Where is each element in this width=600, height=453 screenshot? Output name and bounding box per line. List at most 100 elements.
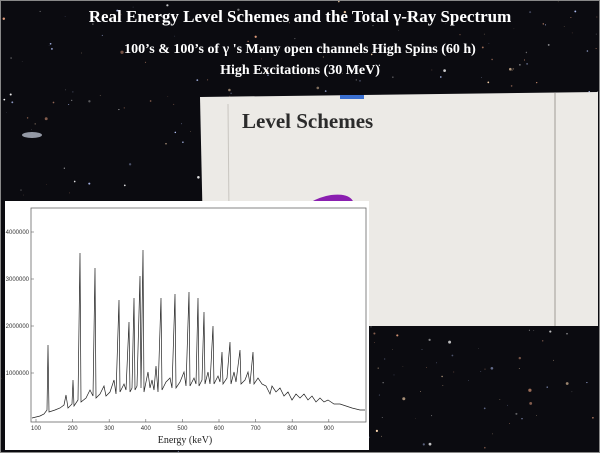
star	[196, 79, 198, 81]
star	[526, 52, 527, 53]
x-tick-label: 400	[141, 426, 152, 432]
star	[588, 92, 589, 93]
star	[519, 368, 520, 369]
star	[587, 50, 589, 52]
star	[524, 59, 525, 60]
star	[69, 193, 70, 194]
star	[436, 362, 437, 363]
star	[529, 11, 531, 13]
star	[50, 43, 52, 45]
star	[384, 358, 385, 359]
star	[440, 76, 442, 78]
star	[181, 123, 182, 124]
star	[485, 369, 486, 370]
star	[102, 35, 103, 36]
galaxy	[22, 132, 42, 138]
star	[431, 415, 432, 416]
star	[478, 348, 479, 349]
x-tick-label: 100	[31, 426, 42, 432]
star	[572, 391, 573, 392]
star	[64, 168, 65, 169]
star	[49, 45, 50, 46]
star	[549, 331, 551, 333]
star	[536, 82, 537, 83]
x-tick-label: 200	[68, 426, 79, 432]
star	[381, 436, 382, 437]
star	[547, 386, 548, 387]
star	[23, 195, 24, 196]
star	[359, 80, 360, 81]
x-tick-label: 300	[104, 426, 115, 432]
star	[491, 367, 494, 370]
star	[3, 99, 5, 101]
star	[120, 51, 123, 54]
star	[453, 372, 454, 373]
star	[371, 326, 372, 327]
star	[566, 382, 569, 385]
star	[398, 30, 399, 31]
y-tick-label: 4000000	[6, 230, 30, 236]
x-tick-label: 700	[251, 426, 262, 432]
star	[514, 28, 515, 29]
star	[442, 385, 443, 386]
star	[443, 69, 446, 72]
star	[65, 90, 66, 91]
star	[415, 418, 416, 419]
star	[491, 59, 492, 60]
star	[230, 93, 231, 94]
star	[174, 36, 175, 37]
star	[519, 64, 520, 65]
star	[422, 349, 423, 350]
x-tick-label: 500	[177, 426, 188, 432]
x-tick-label: 800	[287, 426, 298, 432]
star	[519, 357, 521, 359]
star	[150, 100, 152, 102]
star	[553, 360, 554, 361]
star	[81, 53, 82, 54]
star	[20, 190, 21, 191]
star	[228, 89, 231, 92]
star	[589, 91, 590, 92]
star	[373, 332, 375, 334]
star	[482, 46, 484, 48]
star	[396, 334, 398, 336]
star	[382, 417, 383, 418]
star	[376, 430, 378, 432]
star	[40, 11, 41, 12]
star	[165, 143, 166, 144]
star	[515, 413, 517, 415]
star	[460, 34, 461, 35]
star	[88, 183, 90, 185]
star	[88, 100, 90, 102]
star	[74, 181, 76, 183]
star	[511, 85, 513, 87]
tab	[340, 95, 364, 99]
star	[489, 43, 490, 44]
star	[499, 399, 500, 400]
star	[255, 36, 257, 38]
star	[542, 340, 543, 341]
star	[11, 101, 13, 103]
y-tick-label: 2000000	[6, 324, 30, 330]
star	[423, 443, 425, 445]
star	[402, 397, 405, 400]
star	[441, 376, 442, 377]
slide: Real Energy Level Schemes and the Total …	[0, 0, 600, 453]
star	[53, 102, 55, 104]
star	[431, 70, 432, 71]
star	[545, 24, 546, 25]
star	[72, 91, 73, 92]
photo-heading: Level Schemes	[242, 109, 373, 133]
star	[392, 349, 393, 350]
star	[190, 131, 191, 132]
star	[484, 408, 486, 410]
star	[509, 423, 510, 424]
panel	[5, 201, 369, 450]
star	[124, 185, 126, 187]
star	[512, 70, 513, 71]
star	[100, 95, 101, 96]
star	[383, 382, 384, 383]
star	[229, 96, 230, 97]
star	[548, 44, 550, 46]
star	[484, 447, 486, 449]
